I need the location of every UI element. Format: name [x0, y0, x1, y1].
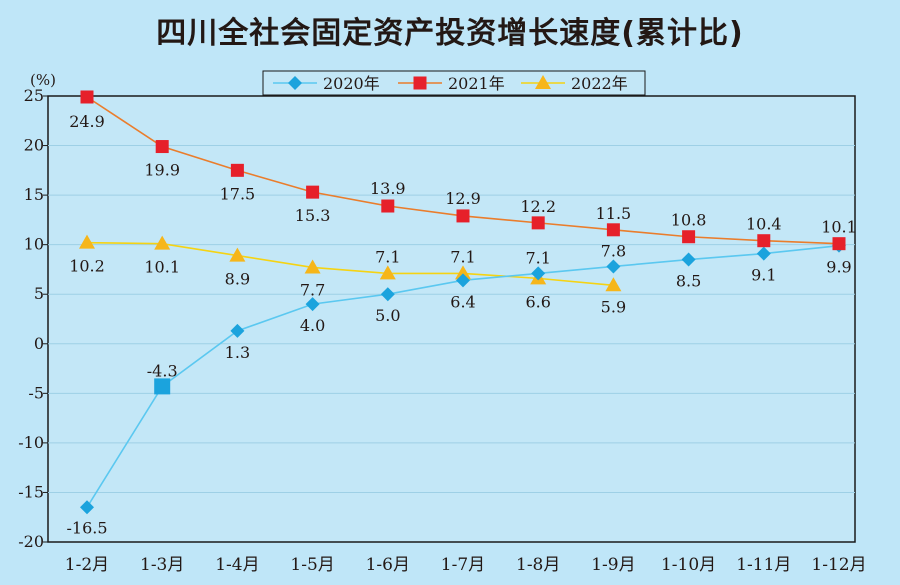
series-1-data-label: 24.9: [69, 112, 105, 131]
series-markers: [79, 90, 846, 515]
series-1-data-label: 11.5: [596, 204, 632, 223]
y-tick-label: 25: [24, 86, 44, 105]
series-0-data-label: 8.5: [676, 272, 701, 291]
series-1-data-label: 10.1: [821, 218, 857, 237]
legend-0-marker: [288, 76, 302, 90]
series-0-marker: [305, 297, 320, 312]
series-0-marker: [681, 252, 696, 267]
x-ticks: 1-2月 1-3月 1-4月 1-5月 1-6月 1-7月 1-8月 1-9月 1-10月 1-1…: [65, 555, 867, 575]
series-1-marker: [381, 199, 395, 213]
x-tick-label: 1-5月: [290, 555, 334, 575]
series-1-data-label: 13.9: [370, 179, 406, 198]
series-1-marker: [606, 223, 620, 237]
data-labels: 10.2 10.1 8.9 7.7 7.1 7.1 6.6 5.9 -16.5 -4.3 1.3 4.…: [66, 112, 856, 537]
legend-label-0: 2020年: [323, 74, 380, 93]
series-2-data-label: 8.9: [225, 270, 250, 289]
series-1-marker: [155, 140, 169, 154]
series-2-data-label: 10.2: [69, 257, 105, 276]
series-0-marker: [606, 259, 621, 274]
legend-1-marker: [413, 76, 427, 90]
y-axis-label: (%): [30, 71, 56, 89]
y-tick-label: 10: [24, 235, 44, 254]
series-0-data-label: 9.1: [751, 266, 776, 285]
series-2-data-label: 7.1: [450, 247, 475, 266]
series-0-data-label: 6.4: [450, 292, 475, 311]
y-tick-label: 5: [34, 284, 44, 303]
series-2-marker: [304, 259, 321, 274]
legend-box: [262, 70, 646, 96]
series-1-data-label: 12.9: [445, 189, 481, 208]
series-1-data-label: 19.9: [144, 161, 180, 180]
series-1-marker: [531, 216, 545, 230]
x-tick-label: 1-10月: [661, 555, 716, 575]
series-0-marker: [456, 273, 470, 288]
legend-label-2: 2022年: [571, 74, 628, 93]
series-0-data-label: 7.8: [601, 241, 626, 260]
series-0-data-label: -4.3: [147, 361, 178, 380]
y-tick-label: 15: [24, 185, 44, 204]
chart-title: 四川全社会固定资产投资增长速度(累计比): [156, 16, 744, 51]
series-0-marker: [80, 500, 94, 515]
y-ticks: 25 20 15 10 5 0 -5 -10 -15 -20: [18, 86, 48, 551]
x-tick-label: 1-7月: [441, 555, 485, 575]
series-1-marker: [306, 185, 320, 199]
series-2-line: [86, 241, 614, 287]
series-0-marker: [154, 378, 171, 395]
legend-2-marker: [535, 75, 551, 89]
plot-area: [47, 95, 856, 543]
grid: [48, 145, 855, 493]
x-tick-label: 1-9月: [591, 555, 635, 575]
series-2-data-label: 7.1: [375, 247, 400, 266]
series-1-marker: [757, 234, 771, 248]
series-1-marker: [456, 209, 470, 223]
series-1-marker: [80, 90, 94, 104]
series-0-marker: [230, 323, 245, 338]
series-0-data-label: 7.1: [525, 248, 550, 267]
y-tick-label: -5: [28, 383, 44, 402]
legend: 2020年 2021年 2022年: [262, 70, 646, 96]
series-2-data-label: 6.6: [525, 292, 550, 311]
y-tick-label: -10: [18, 433, 44, 452]
x-tick-label: 1-8月: [516, 555, 560, 575]
series-1-data-label: 15.3: [295, 206, 331, 225]
series-2-marker: [605, 277, 622, 292]
series-2-marker: [379, 265, 396, 280]
series-2-data-label: 10.1: [144, 258, 180, 277]
series-0-marker: [380, 287, 395, 302]
y-tick-label: 20: [24, 136, 44, 155]
series-1-data-label: 17.5: [220, 184, 256, 203]
y-tick-label: 0: [34, 334, 44, 353]
series-0-data-label: 1.3: [225, 343, 250, 362]
y-tick-label: -20: [18, 532, 44, 551]
series-0-data-label: -16.5: [66, 518, 107, 537]
series-1-data-label: 12.2: [520, 197, 556, 216]
series-2-marker: [79, 234, 95, 249]
series-0-data-label: 4.0: [300, 316, 325, 335]
x-tick-label: 1-12月: [811, 555, 866, 575]
series-1-marker: [682, 230, 696, 244]
series-2-marker: [154, 235, 171, 250]
legend-label-1: 2021年: [448, 74, 505, 93]
series-0-data-label: 5.0: [375, 306, 400, 325]
series-2-data-label: 7.7: [300, 280, 325, 299]
x-tick-label: 1-3月: [140, 555, 184, 575]
x-tick-label: 1-6月: [366, 555, 410, 575]
series-2-data-label: 5.9: [601, 297, 626, 316]
x-tick-label: 1-11月: [736, 555, 791, 575]
series-1-data-label: 10.4: [746, 215, 782, 234]
series-2-marker: [455, 265, 471, 280]
x-tick-label: 1-4月: [215, 555, 259, 575]
series-0-data-label: 9.9: [826, 258, 851, 277]
series-2-marker: [229, 247, 246, 262]
x-tick-label: 1-2月: [65, 555, 109, 575]
series-1-marker: [832, 237, 846, 251]
series-0-marker: [756, 246, 771, 261]
series-0-marker: [531, 266, 546, 281]
series-1-data-label: 10.8: [671, 211, 707, 230]
series-1-marker: [230, 163, 244, 177]
y-tick-label: -15: [18, 482, 44, 501]
